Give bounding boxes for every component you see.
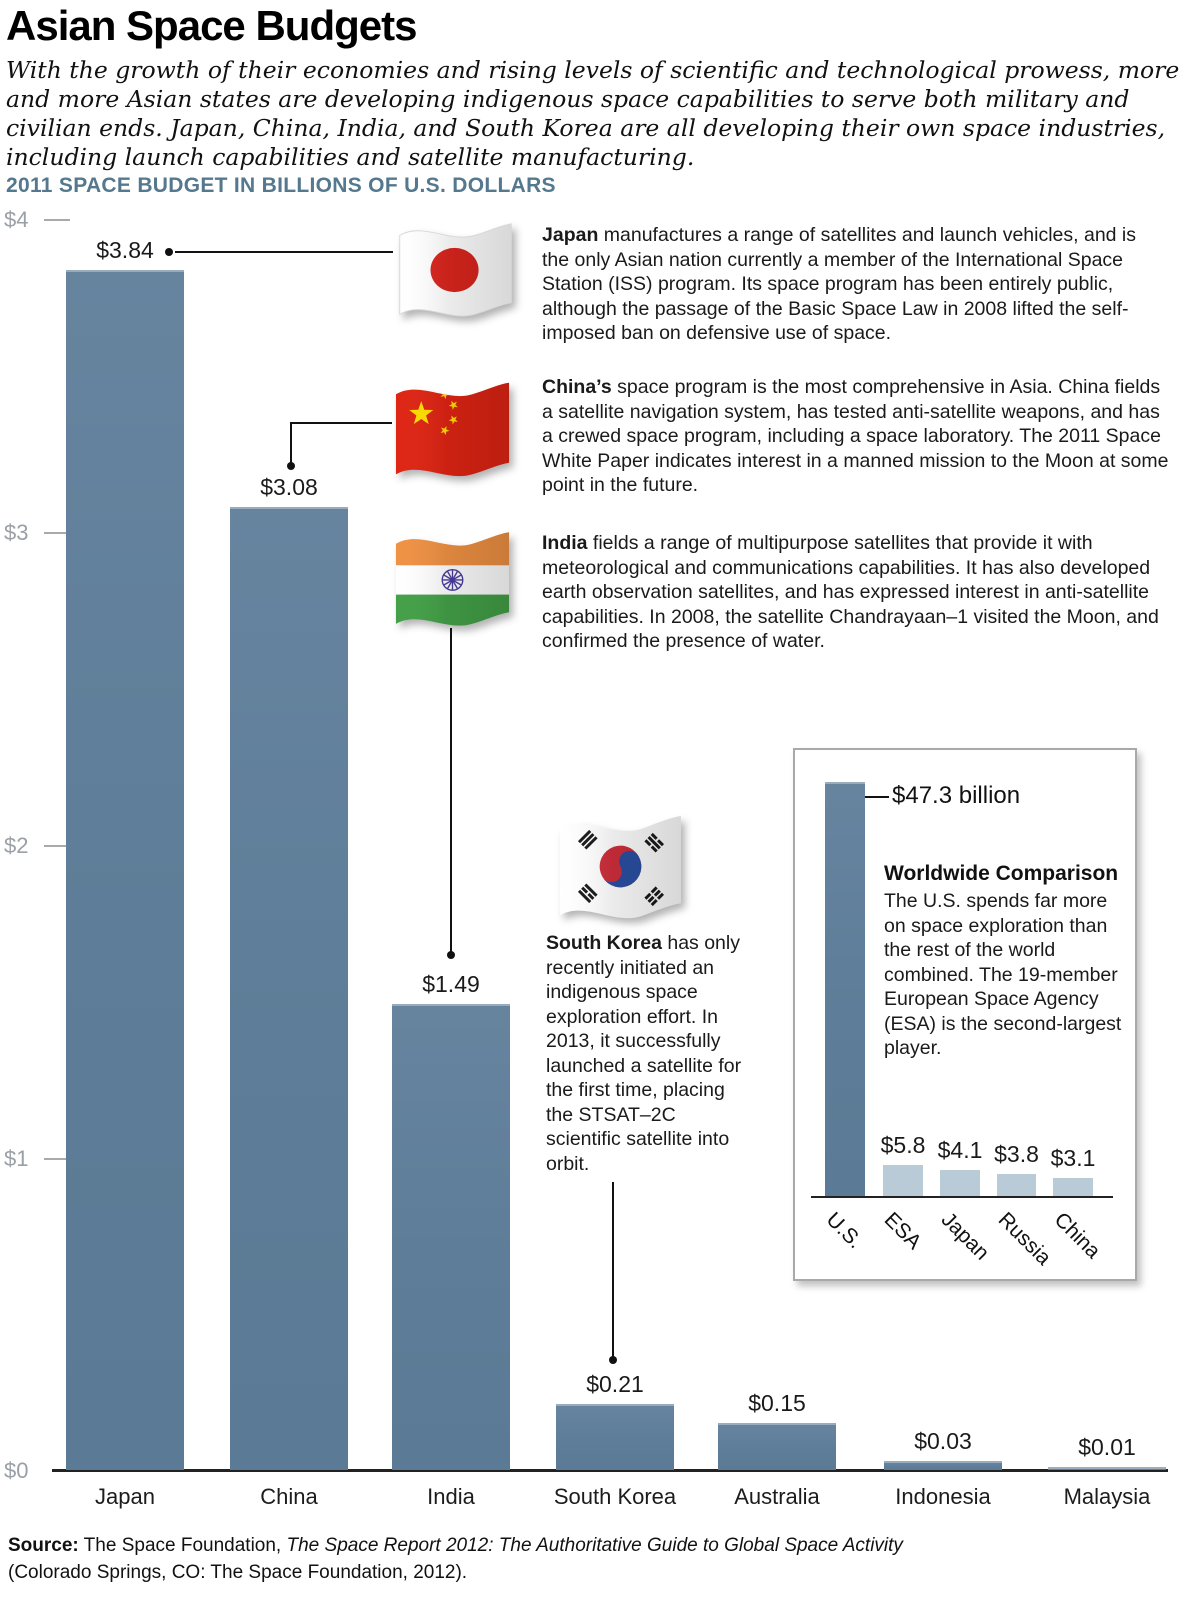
inset-bar-value-label: $4.1 <box>937 1137 983 1163</box>
china-annotation-text: space program is the most comprehensive … <box>542 376 1169 496</box>
bar-malaysia <box>1048 1467 1166 1470</box>
source-citation: (Colorado Springs, CO: The Space Foundat… <box>8 1562 468 1583</box>
chart-heading: 2011 SPACE BUDGET IN BILLIONS OF U.S. DO… <box>6 174 556 197</box>
inset-bar-russia <box>997 1174 1036 1196</box>
source-publisher: The Space Foundation, <box>78 1535 287 1556</box>
india-flag-icon <box>395 532 510 626</box>
x-axis-line <box>52 1469 1168 1472</box>
bar-value-label: $1.49 <box>422 971 480 997</box>
india-callout-dot <box>447 951 455 959</box>
japan-annotation-lead: Japan <box>542 224 599 246</box>
china-annotation-lead: China’s <box>542 376 612 398</box>
y-axis-label: $3 <box>4 520 29 545</box>
bar-south-korea <box>556 1404 674 1470</box>
inset-bar-value-label: $5.8 <box>880 1132 926 1158</box>
india-annotation-lead: India <box>542 532 588 554</box>
japan-annotation: Japan manufactures a range of satellites… <box>542 223 1164 346</box>
china-callout-dot <box>287 462 295 470</box>
inset-bar-value-label: $3.8 <box>994 1141 1039 1167</box>
bar-category-label: Indonesia <box>895 1484 991 1509</box>
y-axis-tick <box>44 532 70 534</box>
inset-bar-value-label: $3.1 <box>1050 1145 1096 1171</box>
bar-china <box>230 507 348 1470</box>
worldwide-comparison-inset: $47.3 billion Worldwide Comparison The U… <box>793 748 1137 1281</box>
inset-bar-category-label: Russia <box>993 1208 1055 1270</box>
inset-heading: Worldwide Comparison <box>884 862 1119 885</box>
y-axis-tick <box>44 219 70 221</box>
bar-category-label: India <box>427 1484 475 1509</box>
y-axis-label: $2 <box>4 833 29 858</box>
inset-bar-china <box>1053 1178 1093 1196</box>
south-korea-callout-dot <box>609 1356 617 1364</box>
bar-indonesia <box>884 1461 1002 1470</box>
india-callout-line <box>450 628 452 954</box>
china-callout-vline <box>290 422 292 464</box>
bar-category-label: China <box>260 1484 318 1509</box>
bar-category-label: South Korea <box>553 1484 677 1509</box>
y-axis-tick <box>44 1158 70 1160</box>
bar-value-label: $0.01 <box>1078 1434 1136 1460</box>
y-axis-label: $1 <box>4 1146 29 1171</box>
inset-bar-japan <box>940 1170 980 1196</box>
inset-bar-category-label: Japan <box>936 1208 994 1265</box>
bar-value-label: $3.84 <box>96 237 154 263</box>
bar-australia <box>718 1423 836 1470</box>
page-title: Asian Space Budgets <box>6 2 417 49</box>
inset-body: The U.S. spends far more on space explor… <box>884 890 1122 1059</box>
bar-japan <box>66 270 184 1470</box>
intro-paragraph: With the growth of their economies and r… <box>6 56 1180 171</box>
us-callout-line <box>859 796 889 798</box>
us-callout-label: $47.3 billion <box>892 782 1021 809</box>
inset-bar-category-label: China <box>1049 1208 1105 1264</box>
bar-value-label: $0.15 <box>748 1390 806 1416</box>
inset-bar-us <box>825 782 865 1196</box>
source-label: Source: <box>8 1535 79 1556</box>
bar-value-label: $0.21 <box>586 1371 644 1397</box>
bar-value-label: $0.03 <box>914 1428 972 1454</box>
bar-india <box>392 1004 510 1470</box>
south-korea-annotation-text: has only recently initiated an indigenou… <box>546 932 742 1175</box>
japan-annotation-text: manufactures a range of satellites and l… <box>542 224 1137 344</box>
inset-bar-category-label: ESA <box>879 1208 926 1254</box>
japan-callout-line <box>175 251 393 253</box>
japan-flag-icon <box>399 223 512 317</box>
inset-axis-line <box>811 1196 1113 1198</box>
china-callout-hline <box>291 422 392 424</box>
china-annotation: China’s space program is the most compre… <box>542 375 1174 498</box>
south-korea-flag-icon <box>560 815 681 919</box>
bar-category-label: Australia <box>734 1484 820 1509</box>
china-flag-icon <box>395 382 510 477</box>
south-korea-annotation-lead: South Korea <box>546 932 662 954</box>
y-axis-tick <box>44 845 70 847</box>
bar-category-label: Malaysia <box>1063 1484 1151 1509</box>
india-annotation-text: fields a range of multipurpose satellite… <box>542 532 1159 652</box>
south-korea-callout-line <box>612 1182 614 1358</box>
y-axis-label: $4 <box>4 207 29 232</box>
source-note: Source: The Space Foundation, The Space … <box>8 1532 903 1586</box>
bar-category-label: Japan <box>95 1484 155 1509</box>
inset-bar-category-label: U.S. <box>821 1208 867 1254</box>
y-axis-label: $0 <box>4 1458 29 1483</box>
source-report-title: The Space Report 2012: The Authoritative… <box>286 1535 903 1556</box>
south-korea-annotation: South Korea has only recently initiated … <box>546 931 746 1176</box>
india-annotation: India fields a range of multipurpose sat… <box>542 531 1164 654</box>
bar-value-label: $3.08 <box>260 474 318 500</box>
inset-bar-esa <box>883 1165 923 1196</box>
japan-callout-dot <box>165 248 173 256</box>
